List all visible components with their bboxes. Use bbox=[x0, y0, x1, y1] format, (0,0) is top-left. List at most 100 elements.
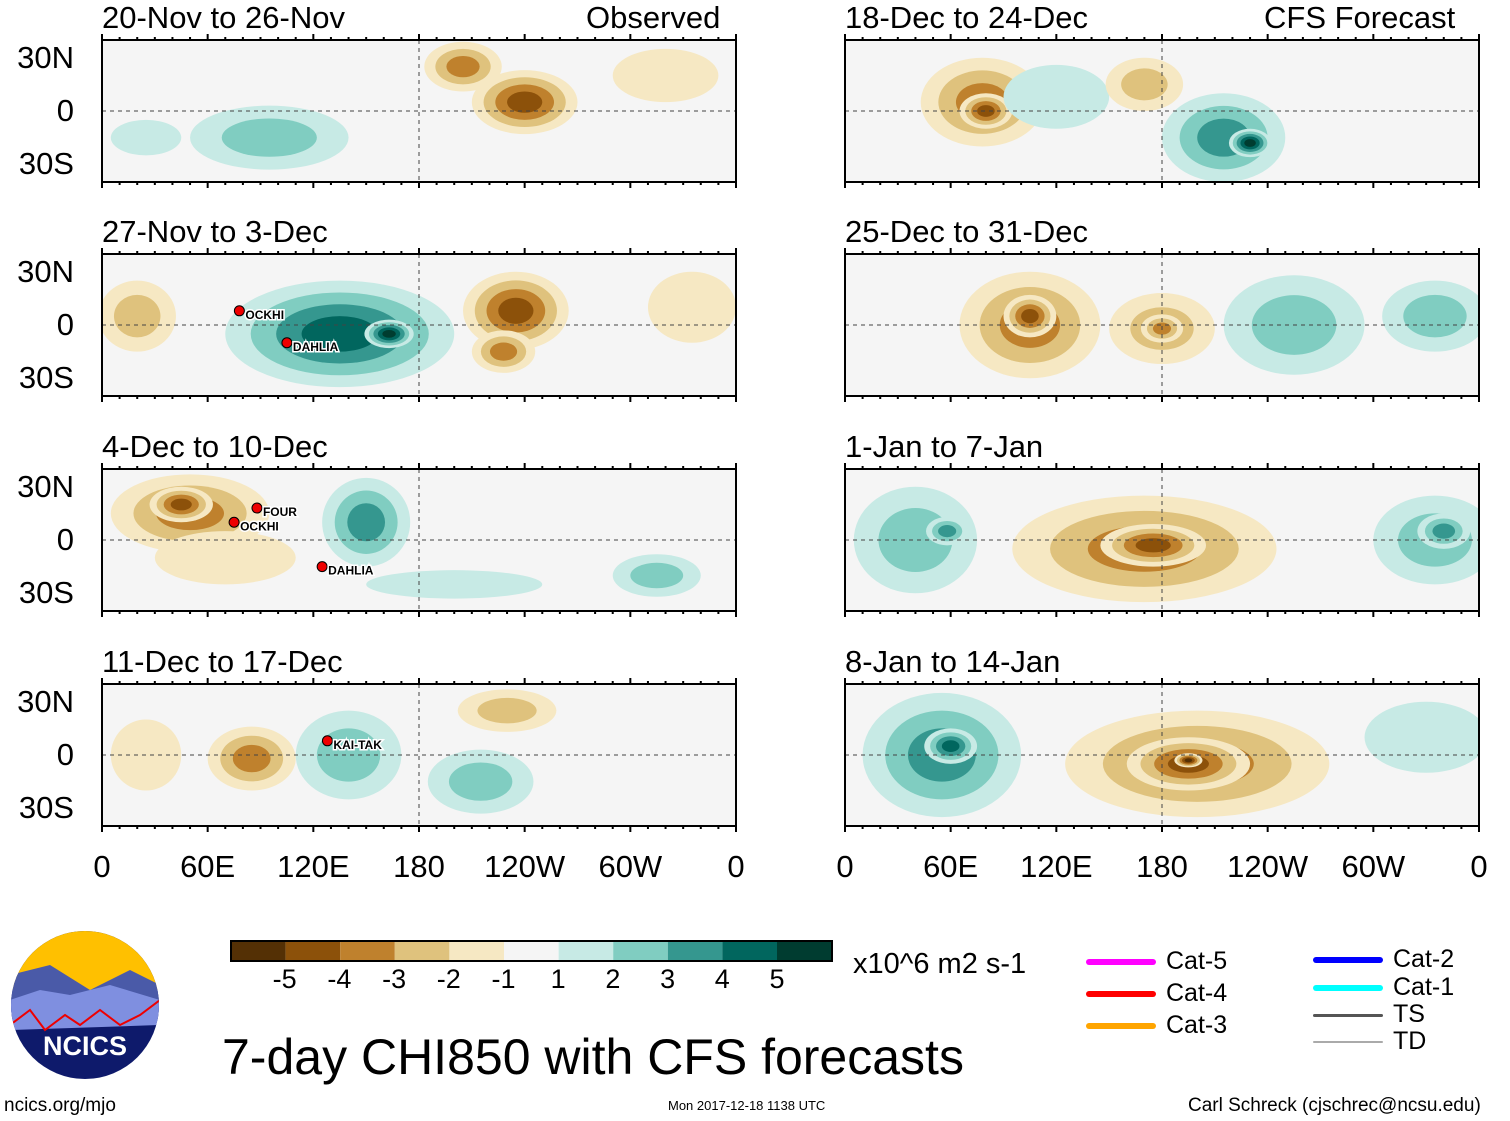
colorbar-swatch bbox=[722, 941, 777, 961]
map-panel bbox=[844, 678, 1480, 832]
colorbar-tick-label: 3 bbox=[660, 964, 676, 994]
map-panel bbox=[844, 248, 1480, 402]
colorbar-swatch bbox=[449, 941, 504, 961]
storm-marker bbox=[281, 337, 293, 349]
lon-label: 120W bbox=[484, 849, 566, 884]
forecast-label: CFS Forecast bbox=[1264, 0, 1456, 35]
storm-marker bbox=[251, 502, 263, 514]
footer-timestamp: Mon 2017-12-18 1138 UTC bbox=[668, 1098, 826, 1113]
anomaly-contour bbox=[1244, 139, 1256, 147]
legend-line bbox=[1086, 1023, 1156, 1029]
storm-label: OCKHI bbox=[240, 519, 279, 533]
legend-line bbox=[1086, 959, 1156, 965]
legend-line bbox=[1313, 957, 1383, 963]
lat-label: 0 bbox=[56, 93, 74, 128]
storm-label: DAHLIA bbox=[328, 564, 374, 578]
anomaly-contour bbox=[477, 697, 537, 724]
anomaly-contour bbox=[647, 271, 736, 343]
map-panel bbox=[844, 34, 1480, 188]
colorbar-swatch bbox=[504, 941, 559, 961]
lon-label: 60W bbox=[598, 849, 663, 884]
lat-label: 30N bbox=[17, 253, 74, 289]
map-panel bbox=[101, 34, 737, 188]
lon-label: 120W bbox=[1227, 849, 1309, 884]
anomaly-contour bbox=[612, 48, 719, 103]
lat-label: 30S bbox=[18, 790, 74, 826]
anomaly-contour bbox=[941, 740, 960, 753]
storm-label: OCKHI bbox=[245, 308, 284, 322]
colorbar-swatch bbox=[285, 941, 341, 961]
lon-label: 0 bbox=[727, 849, 745, 884]
lat-label: 0 bbox=[56, 522, 74, 557]
anomaly-contour bbox=[489, 342, 518, 361]
lon-label: 120E bbox=[1020, 849, 1093, 884]
lat-label: 30S bbox=[18, 146, 74, 182]
legend-label: Cat-1 bbox=[1393, 973, 1455, 1001]
anomaly-contour bbox=[498, 297, 534, 324]
svg-text:NCICS: NCICS bbox=[43, 1031, 127, 1061]
storm-label: FOUR bbox=[263, 505, 297, 519]
anomaly-contour bbox=[1432, 523, 1456, 539]
map-panel: KAI-TAK bbox=[101, 678, 737, 832]
colorbar-tick-label: 4 bbox=[714, 964, 730, 994]
lon-label: 60E bbox=[923, 849, 979, 884]
colorbar-swatch bbox=[231, 941, 286, 961]
legend-line bbox=[1086, 991, 1156, 997]
panel-title: 27-Nov to 3-Dec bbox=[102, 214, 328, 249]
panel-title: 18-Dec to 24-Dec bbox=[845, 0, 1088, 35]
panel-title: 4-Dec to 10-Dec bbox=[102, 429, 328, 464]
anomaly-contour bbox=[113, 294, 161, 338]
anomaly-contour bbox=[154, 531, 296, 585]
lon-label: 180 bbox=[393, 849, 445, 884]
anomaly-contour bbox=[1364, 701, 1480, 773]
anomaly-contour bbox=[1121, 68, 1168, 101]
panel-title: 8-Jan to 14-Jan bbox=[845, 644, 1061, 679]
anomaly-contour bbox=[977, 105, 995, 117]
lat-label: 0 bbox=[56, 307, 74, 342]
anomaly-contour bbox=[1003, 64, 1110, 129]
anomaly-contour bbox=[938, 525, 957, 538]
storm-marker bbox=[233, 305, 245, 317]
anomaly-contour bbox=[110, 119, 182, 156]
colorbar-swatch bbox=[667, 941, 723, 961]
storm-marker bbox=[316, 561, 328, 573]
colorbar-swatch bbox=[613, 941, 668, 961]
lat-label: 30N bbox=[17, 39, 74, 75]
anomaly-contour bbox=[232, 744, 271, 773]
lat-label: 30S bbox=[18, 575, 74, 611]
observed-label: Observed bbox=[586, 0, 721, 35]
storm-marker bbox=[228, 516, 240, 528]
lon-label: 0 bbox=[1470, 849, 1488, 884]
legend-label: Cat-3 bbox=[1166, 1011, 1228, 1039]
anomaly-contour bbox=[382, 330, 396, 338]
colorbar bbox=[230, 940, 833, 962]
colorbar-swatch bbox=[558, 941, 614, 961]
anomaly-contour bbox=[221, 118, 317, 157]
map-panel: OCKHI DAHLIA bbox=[101, 248, 737, 402]
legend-label: TS bbox=[1393, 1000, 1425, 1028]
legend-label: TD bbox=[1393, 1027, 1427, 1055]
panel-title: 1-Jan to 7-Jan bbox=[845, 429, 1044, 464]
lon-label: 60W bbox=[1341, 849, 1406, 884]
storm-label: DAHLIA bbox=[293, 340, 339, 354]
anomaly-contour bbox=[1021, 309, 1039, 324]
anomaly-contour bbox=[507, 91, 543, 113]
lon-label: 0 bbox=[836, 849, 854, 884]
colorbar-tick-label: -4 bbox=[327, 964, 352, 994]
anomaly-contour bbox=[347, 503, 386, 542]
lat-label: 30N bbox=[17, 468, 74, 504]
anomaly-contour bbox=[1184, 758, 1193, 763]
colorbar-tick-label: -2 bbox=[436, 964, 461, 994]
colorbar-tick-label: -1 bbox=[491, 964, 516, 994]
legend-label: Cat-5 bbox=[1166, 947, 1228, 975]
legend-line bbox=[1313, 985, 1383, 991]
anomaly-contour bbox=[110, 719, 182, 791]
colorbar-swatch bbox=[777, 941, 832, 961]
colorbar-swatch bbox=[394, 941, 450, 961]
legend-line bbox=[1313, 1013, 1383, 1017]
lat-label: 0 bbox=[56, 737, 74, 772]
colorbar-tick-label: 2 bbox=[605, 964, 621, 994]
colorbar-tick-label: 5 bbox=[769, 964, 785, 994]
colorbar-tick-label: 1 bbox=[550, 964, 566, 994]
